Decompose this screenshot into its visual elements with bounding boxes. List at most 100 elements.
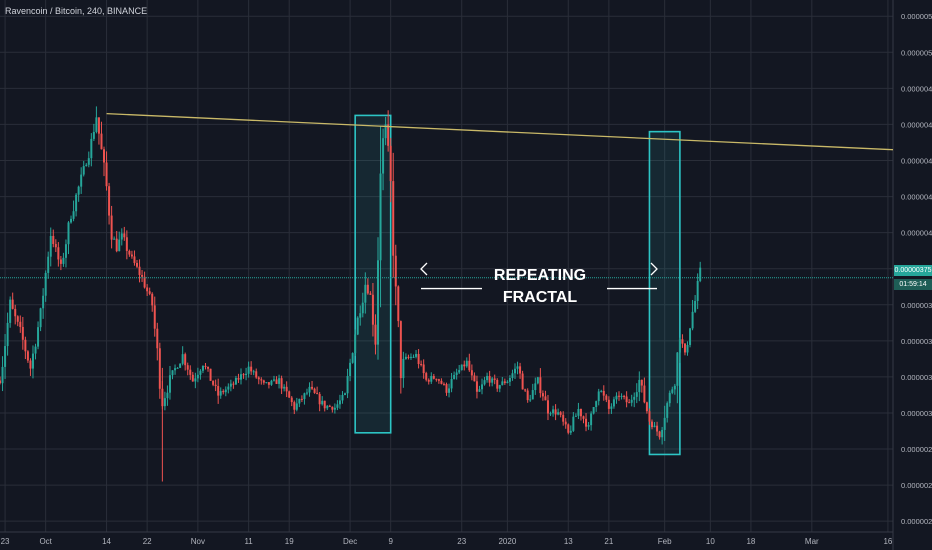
candle-body <box>321 400 324 405</box>
candle-body <box>473 375 476 382</box>
candle-body <box>207 366 210 369</box>
candle-body <box>623 395 626 397</box>
candle-body <box>39 308 42 328</box>
current-price-label: 0.00000375 <box>894 265 932 276</box>
candle-body <box>49 235 52 257</box>
candle-body <box>34 346 37 354</box>
candle-body <box>635 392 638 397</box>
candle-body <box>21 326 24 340</box>
y-tick-label: 0.00000440 <box>901 157 932 166</box>
candle-body <box>95 117 98 132</box>
candle-body <box>156 328 159 349</box>
arrow-right-head <box>650 262 658 276</box>
candle-body <box>115 238 118 252</box>
candle-body <box>640 379 643 386</box>
candle-body <box>120 233 123 240</box>
candle-body <box>341 394 344 401</box>
candle-body <box>229 383 232 387</box>
candle-body <box>437 379 440 381</box>
candle-body <box>572 416 575 431</box>
candle-body <box>54 244 57 248</box>
candle-body <box>9 299 12 323</box>
candle-body <box>546 400 549 414</box>
candle-body <box>668 392 671 404</box>
candle-body <box>539 377 542 394</box>
highlight-zone-2 <box>648 130 681 456</box>
candle-body <box>163 398 166 407</box>
candle-body <box>590 413 593 426</box>
candle-body <box>496 379 499 389</box>
annotation-repeating: REPEATING <box>493 267 587 284</box>
candle-body <box>681 339 684 344</box>
candle-body <box>683 343 686 353</box>
candle-body <box>511 373 514 378</box>
candle-body <box>92 131 95 139</box>
candle-body <box>31 353 34 369</box>
candle-body <box>453 375 456 379</box>
candle-body <box>483 380 486 385</box>
bar-countdown-label: 01:59:14 <box>894 279 932 290</box>
candle-body <box>620 395 623 397</box>
candle-body <box>549 413 552 415</box>
candle-body <box>151 293 154 306</box>
candle-body <box>14 308 17 317</box>
candle-body <box>564 421 567 425</box>
candle-body <box>240 374 243 380</box>
candle-body <box>562 414 565 422</box>
candle-body <box>354 334 357 354</box>
candle-body <box>663 417 666 430</box>
candle-body <box>468 360 471 371</box>
candle-body <box>224 389 227 393</box>
candle-body <box>694 300 697 312</box>
candle-body <box>176 367 179 369</box>
x-tick-label: 23 <box>1 537 10 546</box>
candle-body <box>384 124 387 139</box>
candle-body <box>326 405 329 409</box>
candle-body <box>148 291 151 294</box>
candle-body <box>29 360 32 369</box>
candle-body <box>427 379 430 382</box>
candle-body <box>600 390 603 392</box>
candle-body <box>184 354 187 366</box>
candle-body <box>557 412 560 415</box>
candle-body <box>412 356 415 358</box>
candle-body <box>488 375 491 383</box>
candle-body <box>506 381 509 383</box>
y-tick-label: 0.00000500 <box>901 48 932 57</box>
candle-body <box>70 218 73 223</box>
candle-body <box>87 158 90 165</box>
candle-body <box>465 360 468 367</box>
candle-body <box>470 370 473 376</box>
candle-body <box>475 381 478 392</box>
x-tick-label: 23 <box>457 537 466 546</box>
x-tick-label: 16 <box>883 537 892 546</box>
candle-body <box>270 380 273 385</box>
candle-body <box>209 368 212 381</box>
candle-body <box>85 164 88 167</box>
candle-body <box>686 344 689 353</box>
candle-body <box>399 321 402 379</box>
candle-body <box>288 391 291 398</box>
candle-body <box>108 186 111 216</box>
candle-body <box>110 215 113 240</box>
candle-body <box>135 262 138 267</box>
candle-body <box>689 328 692 345</box>
x-tick-label: Feb <box>658 537 672 546</box>
candle-body <box>630 399 633 403</box>
candle-body <box>574 415 577 417</box>
candle-body <box>387 124 390 146</box>
candle-body <box>541 393 544 397</box>
candle-body <box>166 392 169 399</box>
candle-body <box>524 389 527 391</box>
candle-body <box>382 138 385 174</box>
candle-body <box>298 398 301 404</box>
candle-body <box>577 408 580 416</box>
candle-body <box>445 384 448 393</box>
candle-body <box>232 383 235 385</box>
candle-body <box>534 383 537 391</box>
candle-body <box>204 365 207 367</box>
candle-body <box>612 399 615 407</box>
candle-body <box>650 421 653 428</box>
